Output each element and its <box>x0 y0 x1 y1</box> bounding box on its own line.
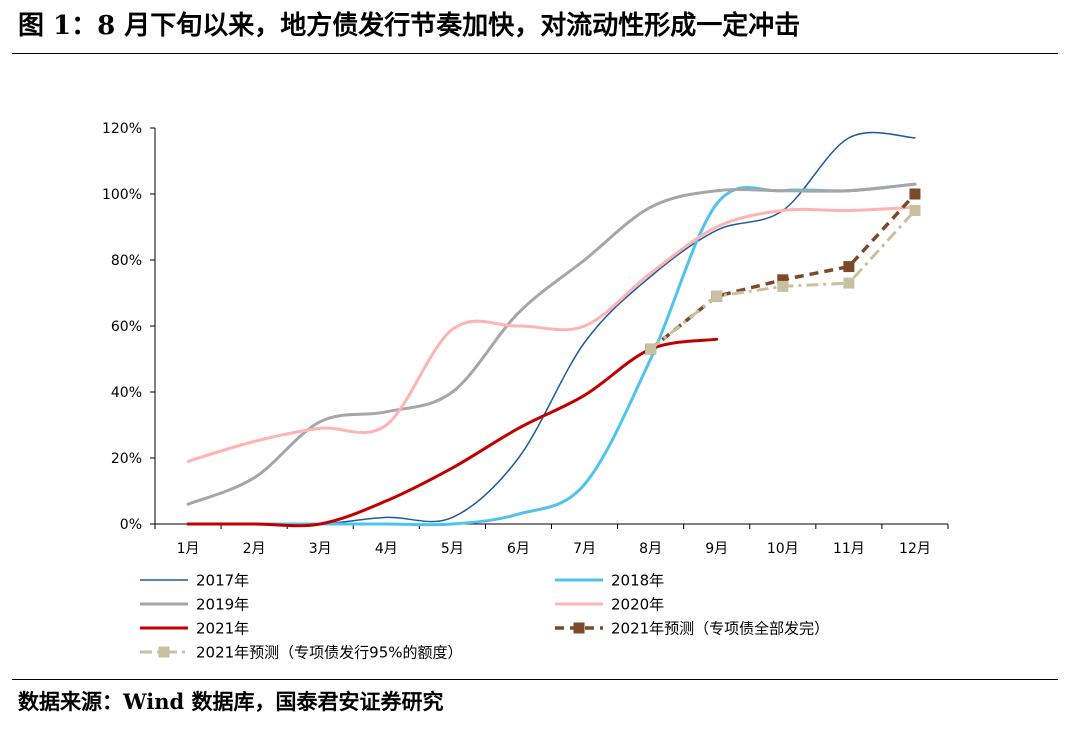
series-6-point <box>777 274 789 286</box>
x-tick-label: 9月 <box>705 541 728 557</box>
x-tick-label: 3月 <box>309 541 332 557</box>
y-tick-label: 0% <box>120 517 142 533</box>
legend-marker-7 <box>158 646 170 658</box>
x-tick-label: 11月 <box>833 541 865 557</box>
series-line-6 <box>649 192 917 351</box>
source-note: 数据来源：Wind 数据库，国泰君安证券研究 <box>18 689 444 714</box>
series-7-point <box>843 277 855 289</box>
x-tick-labels: 1月 2月 3月 4月 5月 6月 7月 8月 9月 10月 11月 12月 <box>177 541 931 557</box>
x-tick-label: 1月 <box>177 541 200 557</box>
series-6-point <box>843 261 855 273</box>
y-tick-label: 80% <box>111 253 142 269</box>
legend-label-3: 2019年 <box>196 596 249 614</box>
y-tick-label: 100% <box>102 187 142 203</box>
x-tick-label: 7月 <box>573 541 596 557</box>
figure-title: 图 1：8 月下旬以来，地方债发行节奏加快，对流动性形成一定冲击 <box>18 11 801 41</box>
y-tick-label: 60% <box>111 319 142 335</box>
x-tick-label: 10月 <box>767 541 799 557</box>
x-tick-label: 6月 <box>507 541 530 557</box>
x-tick-label: 8月 <box>639 541 662 557</box>
series-7-point <box>645 343 657 355</box>
legend-label-1: 2017年 <box>196 572 249 590</box>
series-7-point <box>909 205 921 216</box>
series-lines <box>186 131 921 528</box>
legend-label-4: 2020年 <box>611 596 664 614</box>
legend-label-2: 2018年 <box>611 572 664 590</box>
x-tick-label: 5月 <box>441 541 464 557</box>
series-line-5 <box>186 337 719 528</box>
legend-label-7: 2021年预测（专项债发行95%的额度） <box>196 644 463 662</box>
legend: 2017年 2018年 2019年 2020年 2021年 2021年预测（专项债全部发完… <box>140 572 829 662</box>
top-rule <box>12 53 1058 54</box>
y-tick-label: 20% <box>111 451 142 467</box>
series-line-4 <box>186 205 917 463</box>
legend-marker-6 <box>573 622 585 634</box>
series-7-point <box>711 290 723 302</box>
y-tick-labels: 0% 20% 40% 60% 80% 100% 120% <box>102 121 142 533</box>
x-tick-label: 4月 <box>375 541 398 557</box>
x-tick-label: 2月 <box>243 541 266 557</box>
y-tick-label: 120% <box>102 121 142 137</box>
series-7-point <box>777 280 789 292</box>
series-line-3 <box>186 182 917 506</box>
series-6-point <box>909 188 921 200</box>
x-tick-label: 12月 <box>899 541 931 557</box>
legend-label-5: 2021年 <box>196 620 249 638</box>
legend-label-6: 2021年预测（专项债全部发完） <box>611 620 829 638</box>
y-tick-label: 40% <box>111 385 142 401</box>
bottom-rule <box>12 679 1058 680</box>
series-line-2 <box>186 182 917 527</box>
